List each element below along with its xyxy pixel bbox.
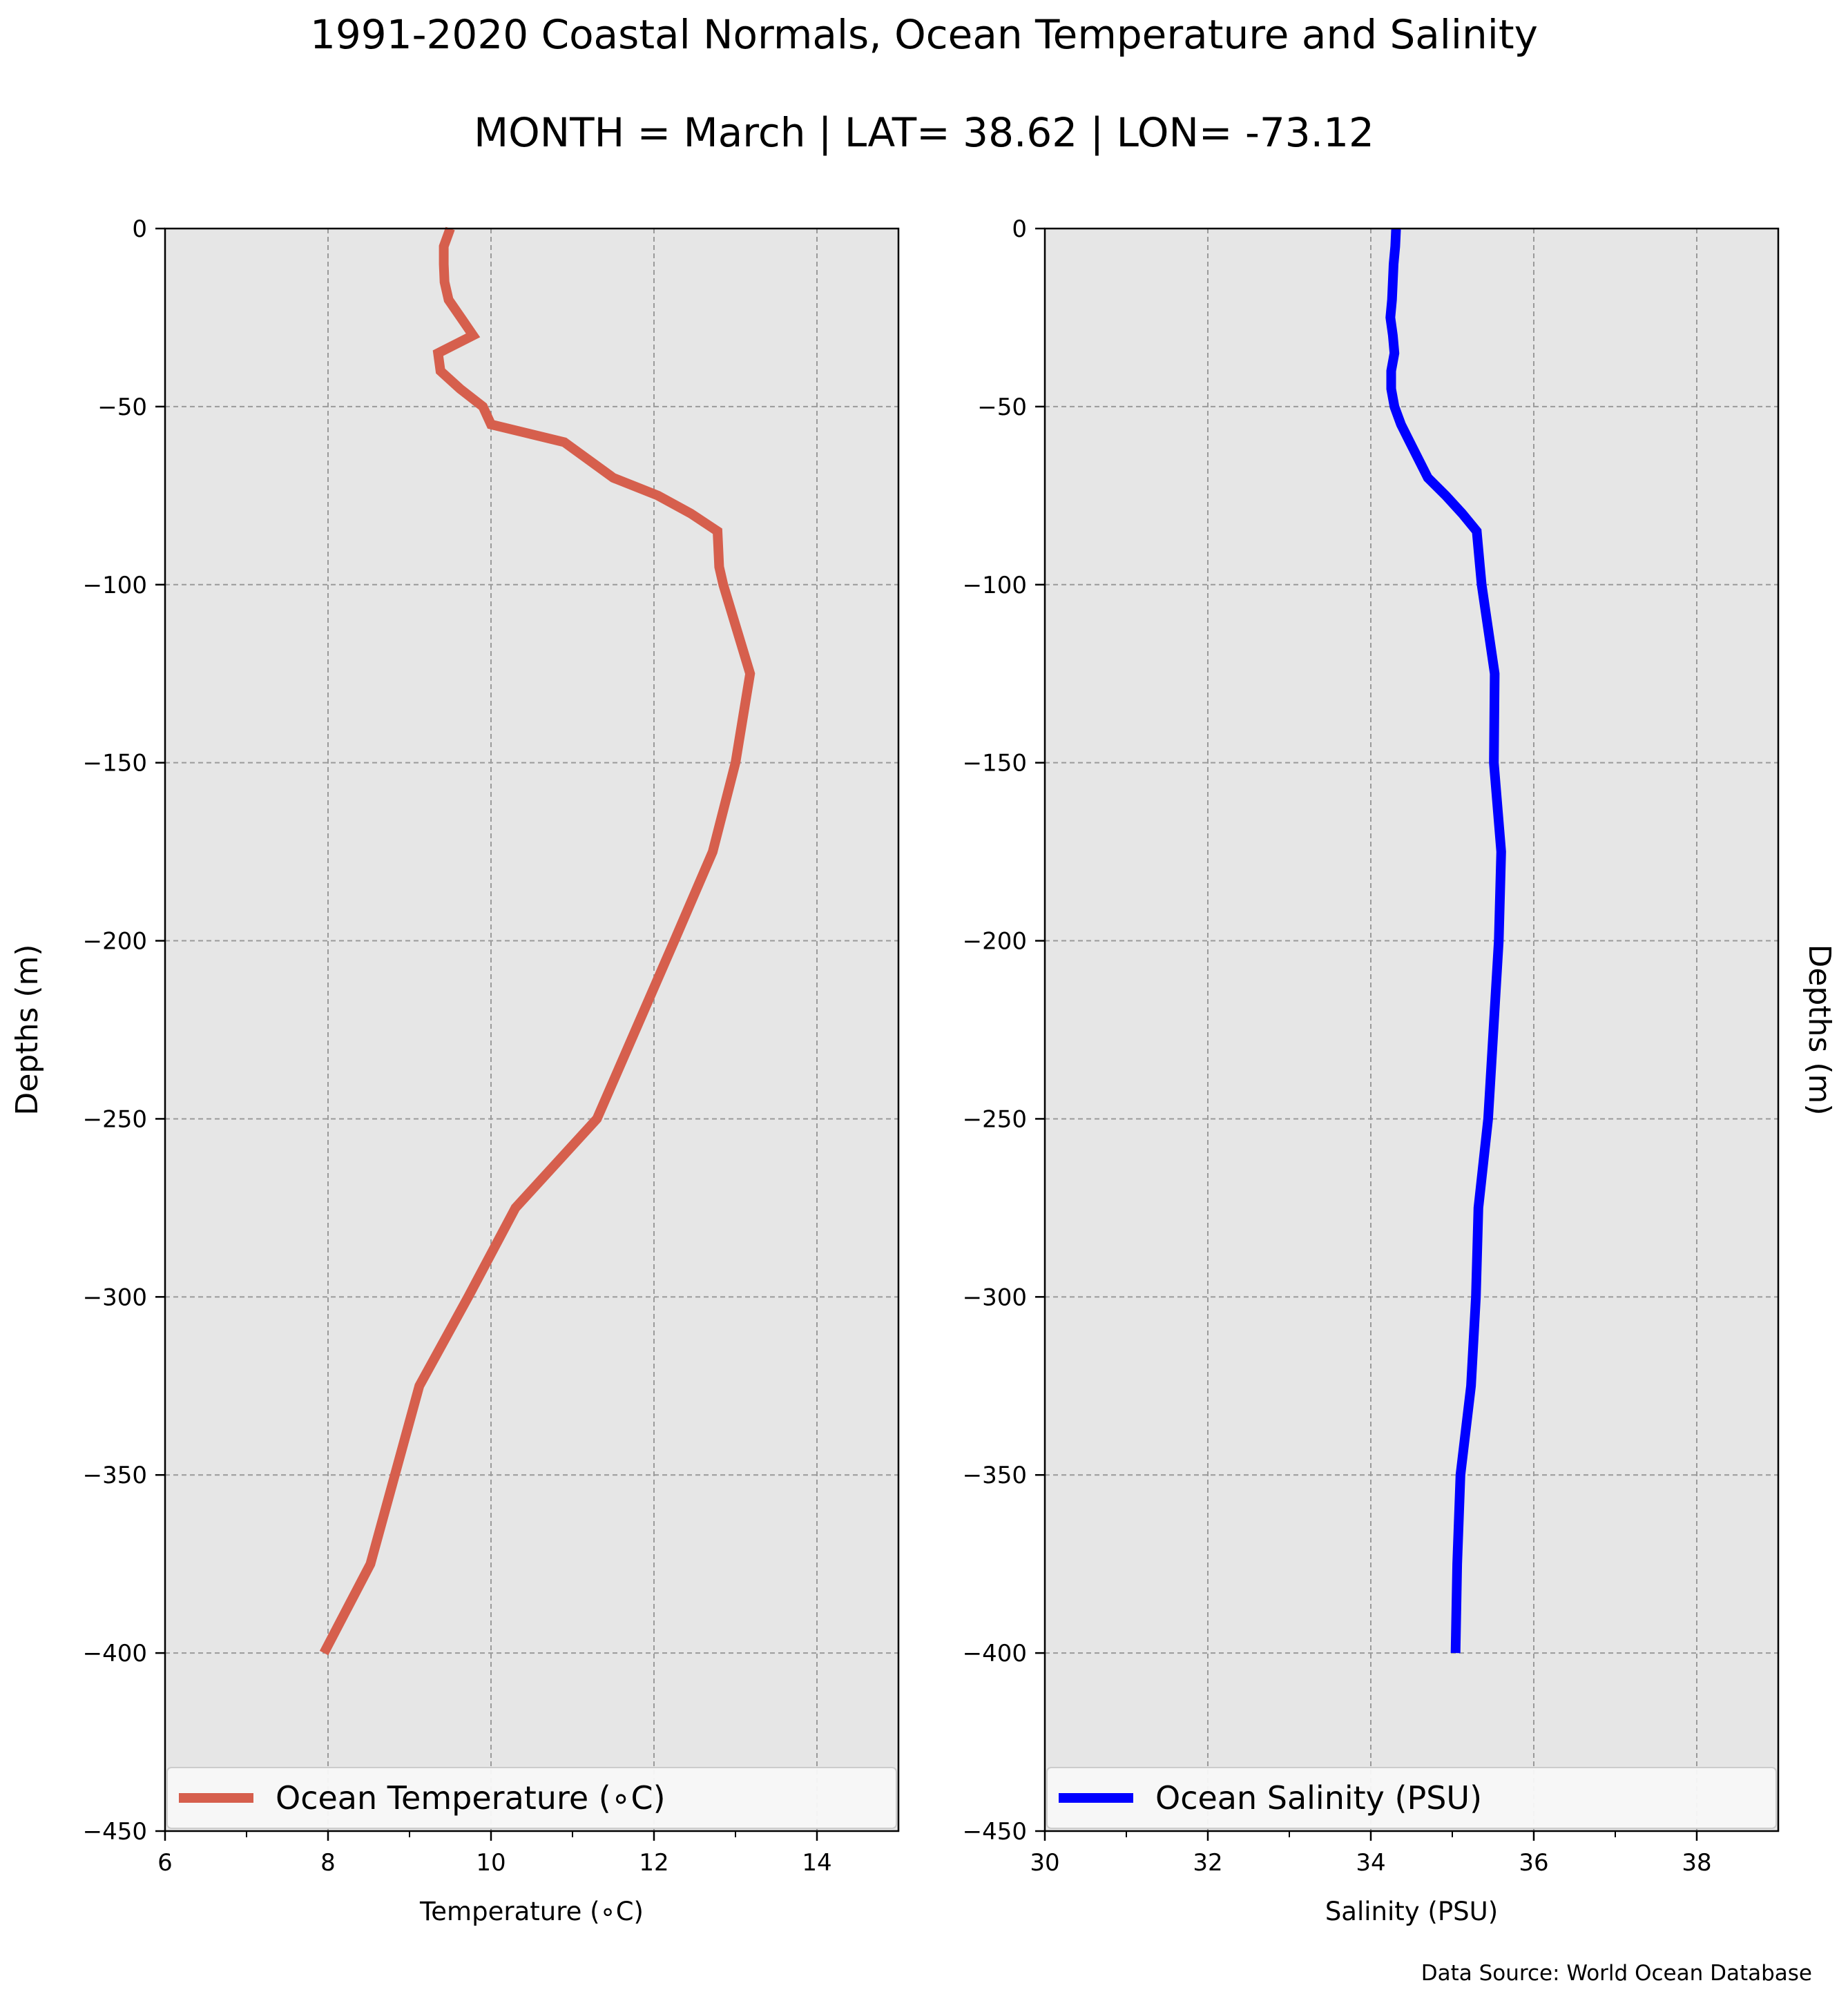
y-tick-label: 0 <box>1012 215 1027 243</box>
legend-label: Ocean Salinity (PSU) <box>1155 1779 1482 1817</box>
legend-label: Ocean Temperature (∘C) <box>276 1779 666 1817</box>
plot-background <box>165 229 898 1831</box>
temperature-panel: 0 −50 −100 −150 −200 −250 −300 −350 −400 −450 6 8 10… <box>10 215 900 1926</box>
y-tick-label: −200 <box>963 928 1027 956</box>
x-tick-label: 30 <box>1030 1849 1059 1877</box>
y-tick-label: −50 <box>977 394 1027 421</box>
y-tick-label: −300 <box>963 1284 1027 1311</box>
y-axis-label: Depths (m) <box>1802 944 1837 1115</box>
salinity-series-line <box>1385 228 1506 1654</box>
x-tick-label: 32 <box>1193 1849 1222 1877</box>
y-tick-label: 0 <box>132 215 147 243</box>
y-tick-label: −350 <box>83 1462 147 1489</box>
y-tick-label: −200 <box>83 928 147 956</box>
axes-frame <box>164 227 900 1832</box>
y-tick-label: −350 <box>963 1462 1027 1489</box>
y-tick-label: −300 <box>83 1284 147 1311</box>
y-tick-label: −450 <box>963 1818 1027 1846</box>
x-tick-label: 34 <box>1356 1849 1385 1877</box>
axes-frame <box>1043 227 1780 1832</box>
chart-subtitle: MONTH = March | LAT= 38.62 | LON= -73.12 <box>474 109 1374 156</box>
y-tick-label: −50 <box>97 394 147 421</box>
y-tick-label: −250 <box>83 1105 147 1133</box>
y-tick-label: −400 <box>963 1640 1027 1667</box>
legend: Ocean Temperature (∘C) <box>166 1767 897 1829</box>
x-tick-label: 12 <box>639 1849 668 1877</box>
y-axis-label: Depths (m) <box>10 944 45 1115</box>
x-axis-label: Salinity (PSU) <box>1325 1897 1498 1926</box>
x-tick-label: 10 <box>476 1849 506 1877</box>
x-tick-label: 14 <box>802 1849 831 1877</box>
data-source-note: Data Source: World Ocean Database <box>1421 1961 1812 1986</box>
x-tick-label: 36 <box>1519 1849 1548 1877</box>
y-tick-label: −100 <box>963 572 1027 599</box>
x-tick-label: 38 <box>1682 1849 1711 1877</box>
x-tick-label: 8 <box>320 1849 336 1877</box>
plot-background <box>1045 229 1778 1831</box>
legend-box <box>166 1767 897 1829</box>
legend: Ocean Salinity (PSU) <box>1046 1767 1777 1829</box>
legend-box <box>1046 1767 1777 1829</box>
y-tick-label: −150 <box>963 750 1027 777</box>
y-tick-label: −400 <box>83 1640 147 1667</box>
y-tick-label: −250 <box>963 1105 1027 1133</box>
y-tick-label: −450 <box>83 1818 147 1846</box>
y-tick-label: −100 <box>83 572 147 599</box>
x-axis-label: Temperature (∘C) <box>419 1897 644 1926</box>
temperature-series-line <box>319 226 755 1656</box>
chart-title: 1991-2020 Coastal Normals, Ocean Tempera… <box>310 11 1538 58</box>
y-tick-label: −150 <box>83 750 147 777</box>
x-tick-label: 6 <box>157 1849 173 1877</box>
